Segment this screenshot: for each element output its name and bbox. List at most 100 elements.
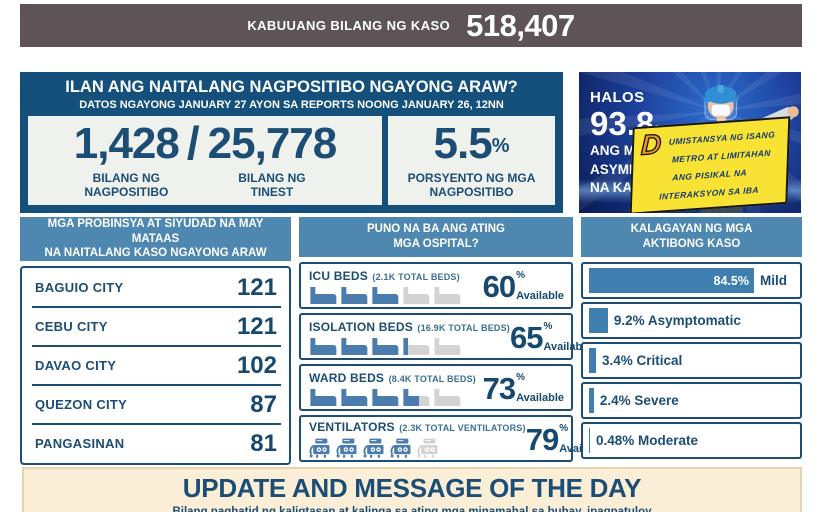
hospital-capacity-list: ICU BEDS (2.1K TOTAL BEDS) 60% Available IS… [299,262,607,462]
severity-bar [589,388,594,413]
active-cases-list: 84.5% Mild 9.2% Asymptomatic 3.4% Critical 2… [581,262,802,459]
hospital-resource-icons [309,338,510,355]
positives-tested-box: 1,428 BILANG NG NAGPOSITIBO / 25,778 BIL… [28,115,382,205]
hospital-resource-title: WARD BEDS (8.4K TOTAL BEDS) [309,370,483,386]
hospital-capacity-column: PUNO NA BA ANG ATING MGA OSPITAL? ICU BE… [299,217,607,465]
provinces-header: MGA PROBINSYA AT SIYUDAD NA MAY MATAAS N… [20,217,291,261]
total-cases-banner: KABUUANG BILANG NG KASO 518,407 [20,4,802,47]
active-cases-column: KALAGAYAN NG MGA AKTIBONG KASO 84.5% Mild… [581,217,802,465]
daily-panel-subtitle: DATOS NGAYONG JANUARY 27 AYON SA REPORTS… [79,98,504,111]
province-case-count: 87 [250,390,277,418]
severity-label: 0.48% Moderate [596,433,699,448]
active-case-severity-row: 9.2% Asymptomatic [581,302,802,339]
province-case-count: 81 [250,429,277,457]
bed-icon [371,338,399,355]
province-name: PANGASINAN [35,436,125,451]
ventilator-icon [390,438,414,459]
severity-label: 2.4% Severe [599,393,679,408]
top-row: ILAN ANG NAITALANG NAGPOSITIBO NGAYONG A… [20,72,802,213]
hospital-resource-label: ISOLATION BEDS [309,320,413,334]
severity-bar: 84.5% [589,268,754,293]
percent-sign: % [543,321,553,332]
stats-row: MGA PROBINSYA AT SIYUDAD NA MAY MATAAS N… [20,217,802,465]
active-case-severity-row: 0.48% Moderate [581,422,802,459]
severity-label: 3.4% Critical [601,353,683,368]
distancing-speech-bubble: D UMISTANSYA NG ISANG METRO AT LIMITAHAN … [629,116,791,213]
bed-icon [433,389,461,406]
province-row: CEBU CITY 121 [22,307,289,347]
ventilator-icon [417,438,441,459]
total-cases-label: KABUUANG BILANG NG KASO [247,18,451,33]
province-name: BAGUIO CITY [35,280,124,295]
percent-sign: % [516,372,525,383]
hospital-resource-title: ISOLATION BEDS (16.9K TOTAL BEDS) [309,319,510,335]
positives-label: BILANG NG NAGPOSITIBO [84,170,169,199]
province-name: QUEZON CITY [35,397,128,412]
availability-percent-value: 79 [525,421,559,457]
bubble-drop-cap: D [640,128,663,162]
availability-percent-value: 73 [482,370,516,406]
update-message-section: UPDATE AND MESSAGE OF THE DAY Bilang pag… [22,467,802,512]
hospital-resource-title: ICU BEDS (2.1K TOTAL BEDS) [309,268,483,284]
hospital-capacity-card: ICU BEDS (2.1K TOTAL BEDS) 60% Available [299,262,573,309]
severity-bar [589,348,596,373]
severity-bar [589,428,590,453]
hospital-resource-label: ICU BEDS [309,269,368,283]
update-title: UPDATE AND MESSAGE OF THE DAY [182,473,642,503]
hospital-resource-total: (16.9K TOTAL BEDS) [417,323,510,333]
availability-percent-block: 73% Available [483,372,564,404]
active-case-severity-row: 2.4% Severe [581,382,802,419]
bed-icon [402,389,430,406]
slash-separator: / [186,116,200,169]
positivity-rate-box: 5.5% PORSYENTO NG MGA NAGPOSITIBO [388,115,555,205]
severity-bar [589,308,608,333]
mild-asymptomatic-promo-panel: HALOS 93.8% ANG MILD AT ASYMPTOMATIC NA … [579,72,801,213]
bed-icon [402,338,430,355]
active-case-severity-row: 84.5% Mild [581,262,802,299]
update-body: Bilang paghatid ng kaligtasan at kalinga… [172,506,652,512]
tested-value: 25,778 [207,118,338,168]
bed-icon [309,287,337,304]
available-label: Available [516,392,564,404]
bed-icon [309,389,337,406]
bed-icon [340,338,368,355]
available-label: Available [543,341,592,353]
ventilator-icon [336,438,360,459]
daily-panel-title: ILAN ANG NAITALANG NAGPOSITIBO NGAYONG A… [65,78,518,96]
province-row: PANGASINAN 81 [22,424,289,463]
bubble-text: UMISTANSYA NG ISANG METRO AT LIMITAHAN A… [659,129,776,202]
hospital-resource-total: (2.3K TOTAL VENTILATORS) [399,423,526,433]
province-case-count: 121 [236,273,277,301]
province-name: DAVAO CITY [35,358,117,373]
availability-percent-value: 60 [482,268,516,304]
total-cases-value: 518,407 [466,7,575,43]
hospital-capacity-card: WARD BEDS (8.4K TOTAL BEDS) 73% Available [299,364,573,411]
bed-icon [433,287,461,304]
province-case-count: 121 [236,312,277,340]
percent-sign: % [559,423,569,434]
ventilator-icon [309,438,333,459]
hospital-resource-icons [309,389,483,406]
hospital-capacity-card: VENTILATORS (2.3K TOTAL VENTILATORS)79%A… [299,415,607,462]
bed-icon [340,389,368,406]
severity-percent: 84.5% [713,273,749,288]
severity-label: 9.2% Asymptomatic [613,313,741,328]
hospital-resource-icons [309,287,483,304]
covid-infographic-page: KABUUANG BILANG NG KASO 518,407 ILAN ANG… [0,4,822,512]
province-row: BAGUIO CITY 121 [22,268,289,308]
bed-icon [371,389,399,406]
province-case-count: 102 [236,351,277,379]
hospital-resource-total: (2.1K TOTAL BEDS) [372,272,460,282]
severity-label: Mild [760,273,787,288]
positivity-rate-value: 5.5% [433,118,510,168]
hospital-resource-icons [309,438,526,459]
availability-percent-value: 65 [510,319,543,355]
promo-halos-label: HALOS [590,89,645,106]
bed-icon [371,287,399,304]
availability-percent-block: 65% Available [510,321,591,353]
hospital-resource-label: WARD BEDS [309,371,385,385]
tested-label: BILANG NG TINEST [238,170,306,199]
province-row: QUEZON CITY 87 [22,385,289,425]
active-cases-header: KALAGAYAN NG MGA AKTIBONG KASO [581,217,802,257]
hospitals-header: PUNO NA BA ANG ATING MGA OSPITAL? [299,217,573,257]
